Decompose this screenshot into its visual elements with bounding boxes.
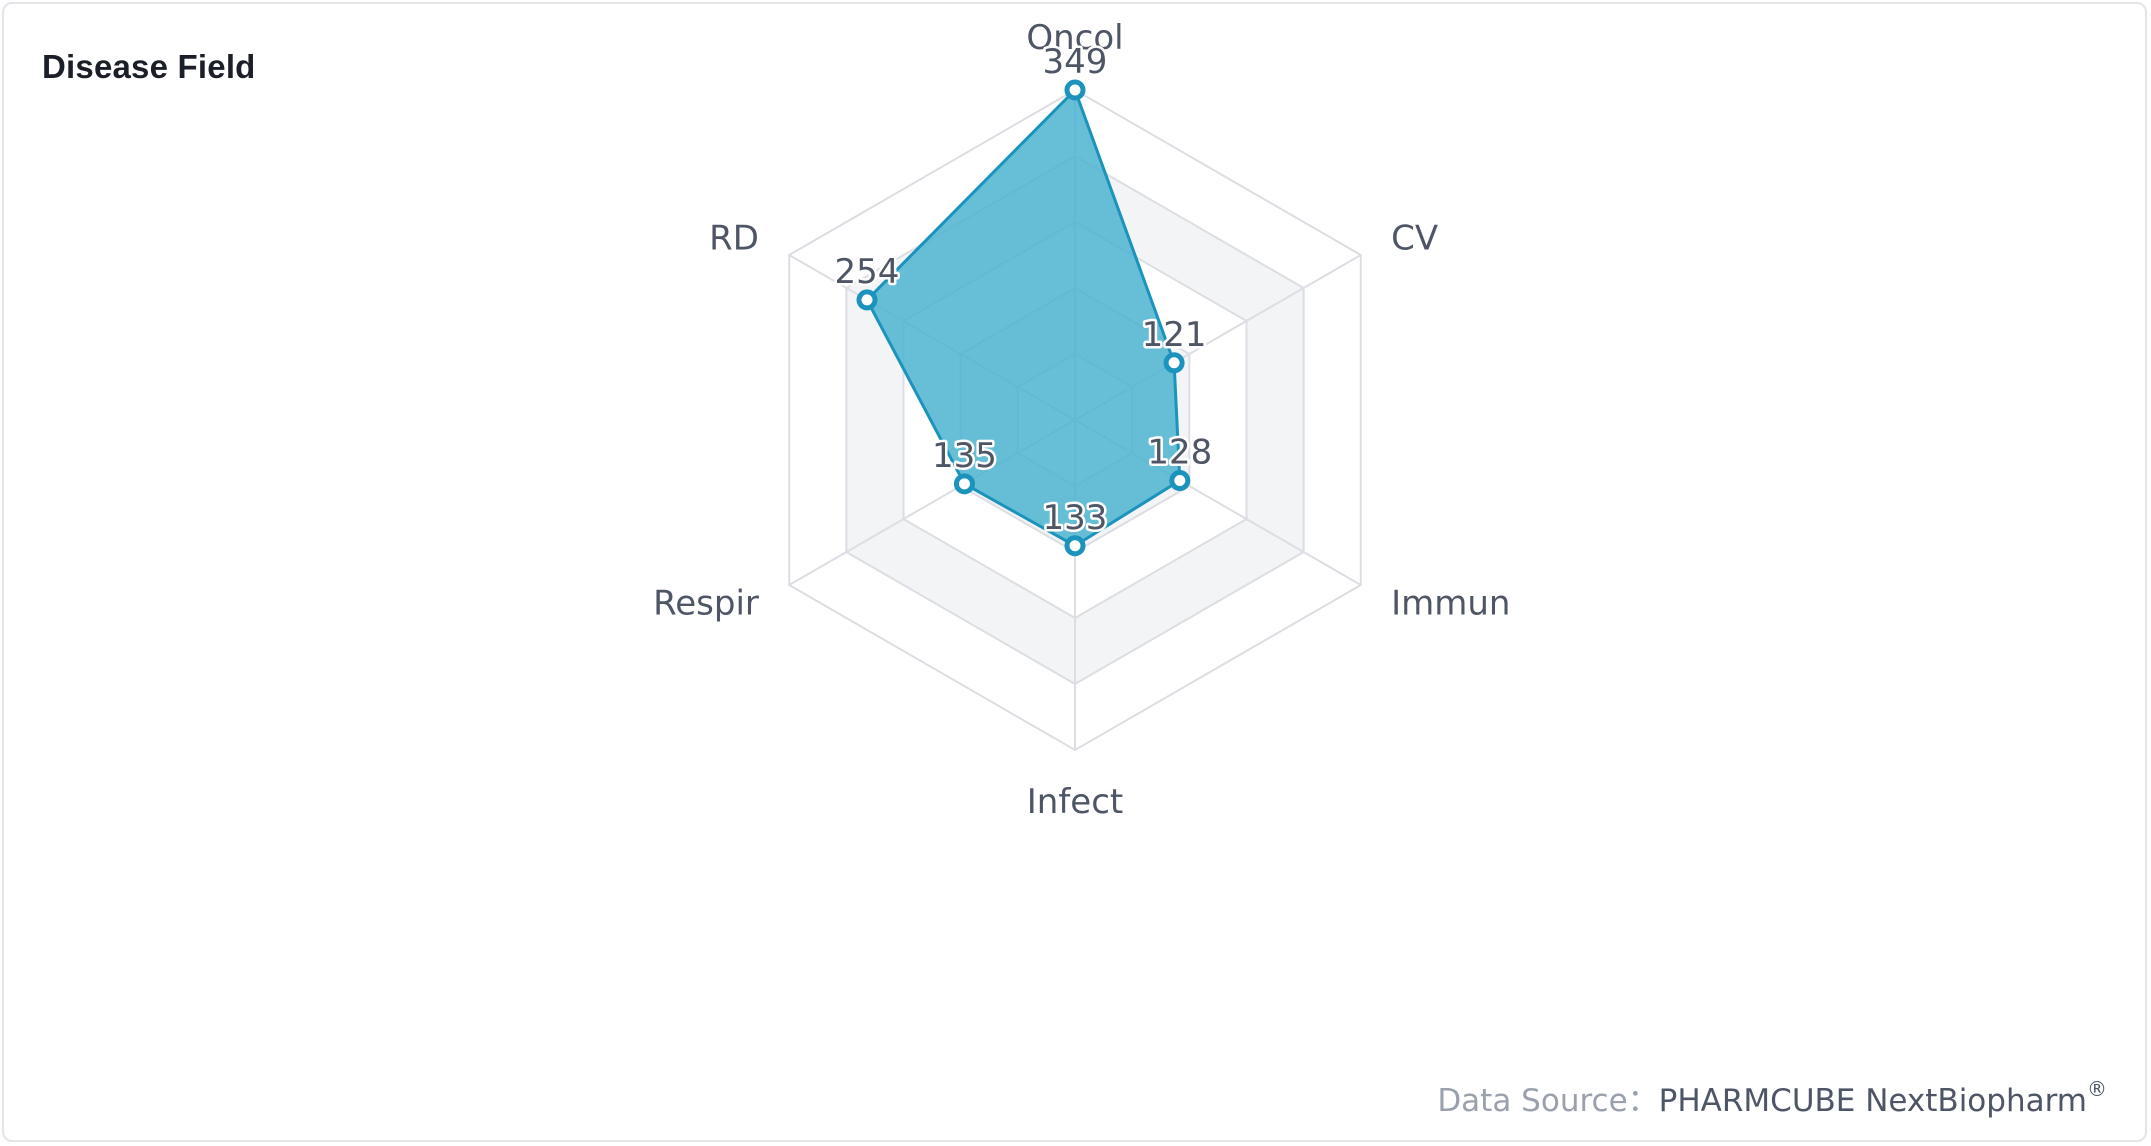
radar-point-cv[interactable] — [1163, 352, 1185, 374]
value-label-cv: 121 — [1142, 315, 1207, 355]
trademark-symbol: ® — [2087, 1076, 2107, 1101]
axis-label-oncol: Oncol — [1026, 18, 1123, 58]
data-source-credit: Data Source：PHARMCUBE NextBiopharm® — [1437, 1075, 2107, 1120]
data-source-label: Data Source — [1437, 1083, 1628, 1119]
value-label-respir: 135 — [932, 436, 997, 476]
axis-label-infect: Infect — [1027, 782, 1124, 822]
value-label-infect: 133 — [1043, 498, 1108, 538]
axis-label-immun: Immun — [1391, 584, 1510, 624]
axis-label-respir: Respir — [653, 584, 759, 624]
radar-point-respir[interactable] — [953, 473, 975, 495]
value-label-immun: 128 — [1147, 433, 1212, 473]
radar-points — [856, 79, 1191, 557]
radar-axis-labels: Oncol CV Immun Infect Respir RD — [653, 18, 1510, 822]
axis-label-rd: RD — [709, 219, 759, 259]
data-source-separator: ： — [1627, 1083, 1659, 1119]
axis-label-cv: CV — [1391, 219, 1438, 259]
data-source-name: PHARMCUBE NextBiopharm — [1658, 1083, 2087, 1119]
radar-point-oncol[interactable] — [1064, 79, 1086, 101]
value-label-rd: 254 — [835, 252, 900, 292]
radar-point-infect[interactable] — [1064, 535, 1086, 557]
radar-value-labels: 349 121 128 133 135 254 — [832, 40, 1215, 541]
radar-point-rd[interactable] — [856, 289, 878, 311]
chart-title: Disease Field — [42, 48, 256, 85]
radar-point-immun[interactable] — [1169, 470, 1191, 492]
value-label-oncol: 349 — [1043, 42, 1108, 82]
